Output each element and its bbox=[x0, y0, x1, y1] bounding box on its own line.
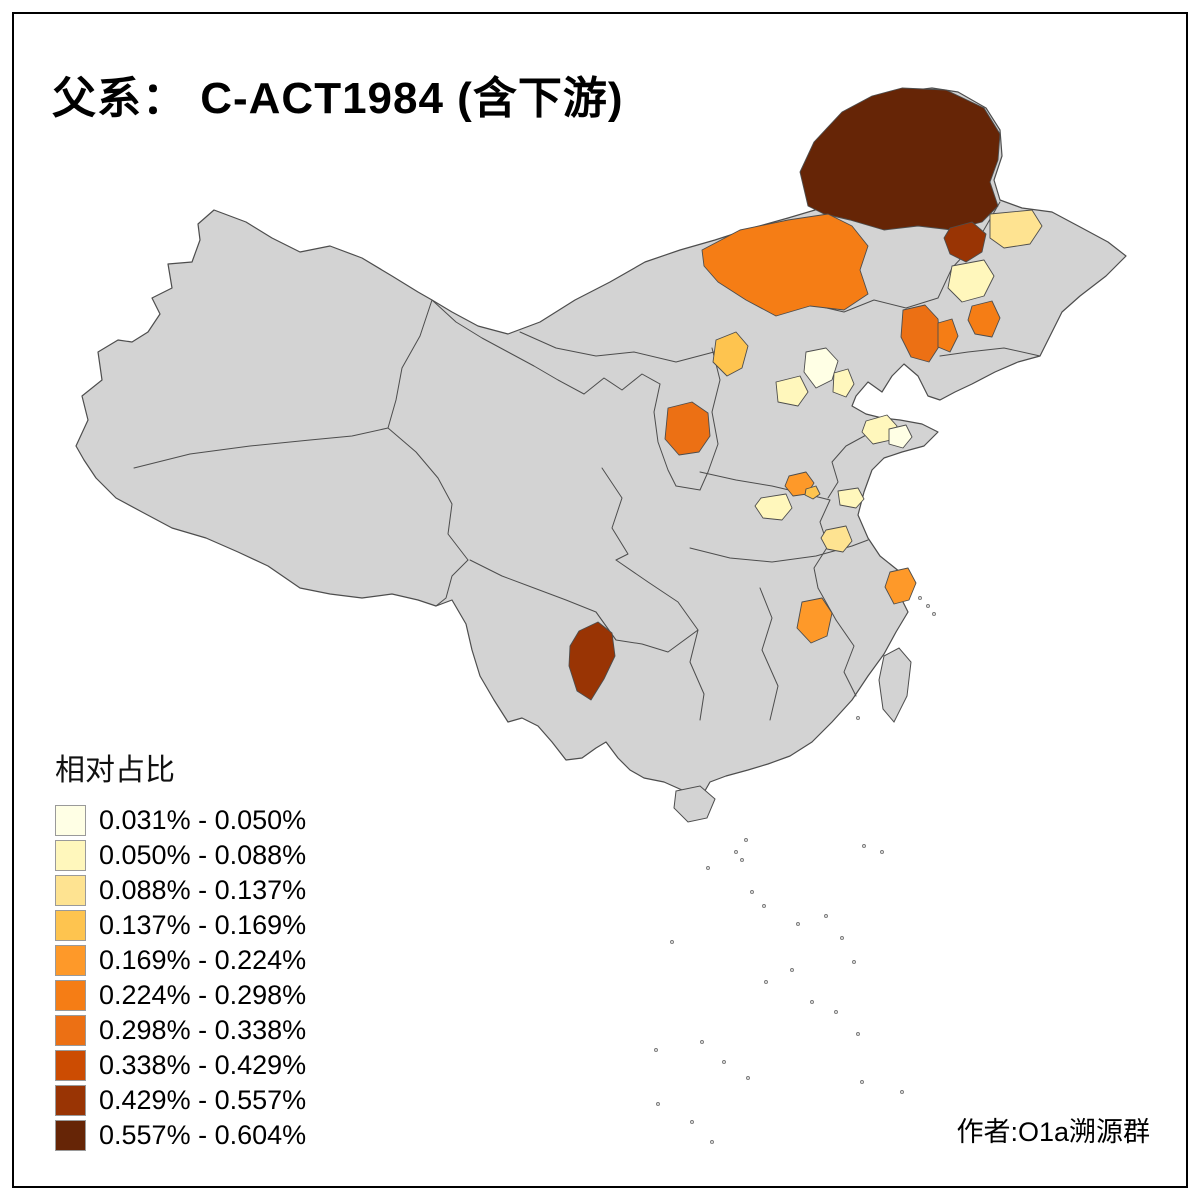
legend-range-label: 0.169% - 0.224% bbox=[99, 945, 307, 975]
legend-rows: 0.031% - 0.050% 0.050% - 0.088% 0.088% - 0… bbox=[55, 803, 306, 1153]
legend-swatch bbox=[55, 1120, 86, 1151]
region-patch bbox=[775, 375, 809, 407]
region-patch bbox=[884, 567, 917, 605]
legend-range-label: 0.338% - 0.429% bbox=[99, 1050, 307, 1080]
south-sea-islets bbox=[654, 596, 936, 1144]
region-patch bbox=[803, 347, 839, 389]
region-patch bbox=[943, 221, 987, 263]
region-patch bbox=[568, 621, 616, 701]
attribution-text: 作者:O1a溯源群 bbox=[956, 1117, 1150, 1147]
legend-swatch bbox=[55, 840, 86, 871]
highlighted-regions bbox=[568, 87, 1043, 701]
region-patch bbox=[937, 318, 959, 353]
region-patch bbox=[796, 597, 833, 644]
legend-swatch bbox=[55, 805, 86, 836]
legend-row: 0.137% - 0.169% bbox=[55, 908, 306, 943]
legend-row: 0.031% - 0.050% bbox=[55, 803, 306, 838]
legend-row: 0.169% - 0.224% bbox=[55, 943, 306, 978]
legend-swatch bbox=[55, 945, 86, 976]
region-patch bbox=[888, 424, 913, 449]
region-patch bbox=[701, 213, 869, 317]
region-patch bbox=[820, 525, 853, 553]
legend-row: 0.429% - 0.557% bbox=[55, 1083, 306, 1118]
legend-range-label: 0.224% - 0.298% bbox=[99, 980, 307, 1010]
legend-row: 0.557% - 0.604% bbox=[55, 1118, 306, 1153]
province-borders bbox=[133, 201, 1041, 721]
legend-range-label: 0.298% - 0.338% bbox=[99, 1015, 307, 1045]
region-patch bbox=[837, 487, 865, 509]
region-patch bbox=[967, 300, 1001, 338]
map-title: 父系： C-ACT1984 (含下游) bbox=[52, 74, 624, 123]
legend-swatch bbox=[55, 1015, 86, 1046]
legend-swatch bbox=[55, 875, 86, 906]
legend-range-label: 0.429% - 0.557% bbox=[99, 1085, 307, 1115]
region-patch bbox=[947, 259, 995, 303]
legend-swatch bbox=[55, 1085, 86, 1116]
legend-range-label: 0.088% - 0.137% bbox=[99, 875, 307, 905]
china-mainland bbox=[75, 87, 1127, 813]
legend-row: 0.088% - 0.137% bbox=[55, 873, 306, 908]
region-patch bbox=[799, 87, 1001, 231]
legend-row: 0.298% - 0.338% bbox=[55, 1013, 306, 1048]
legend-range-label: 0.031% - 0.050% bbox=[99, 805, 307, 835]
legend: 相对占比 0.031% - 0.050% 0.050% - 0.088% 0.088… bbox=[55, 745, 306, 1153]
legend-row: 0.338% - 0.429% bbox=[55, 1048, 306, 1083]
hainan-island bbox=[673, 785, 716, 823]
region-patch bbox=[900, 304, 941, 363]
taiwan-island bbox=[878, 647, 912, 723]
legend-title: 相对占比 bbox=[55, 754, 175, 787]
region-patch bbox=[712, 331, 749, 377]
region-patch bbox=[754, 493, 793, 521]
legend-row: 0.050% - 0.088% bbox=[55, 838, 306, 873]
region-patch bbox=[832, 368, 855, 398]
region-patch bbox=[989, 209, 1043, 249]
legend-range-label: 0.137% - 0.169% bbox=[99, 910, 307, 940]
legend-range-label: 0.050% - 0.088% bbox=[99, 840, 307, 870]
region-patch bbox=[664, 401, 711, 456]
legend-range-label: 0.557% - 0.604% bbox=[99, 1120, 307, 1150]
legend-row: 0.224% - 0.298% bbox=[55, 978, 306, 1013]
legend-swatch bbox=[55, 910, 86, 941]
legend-swatch bbox=[55, 1050, 86, 1081]
legend-swatch bbox=[55, 980, 86, 1011]
region-patch bbox=[804, 485, 821, 500]
